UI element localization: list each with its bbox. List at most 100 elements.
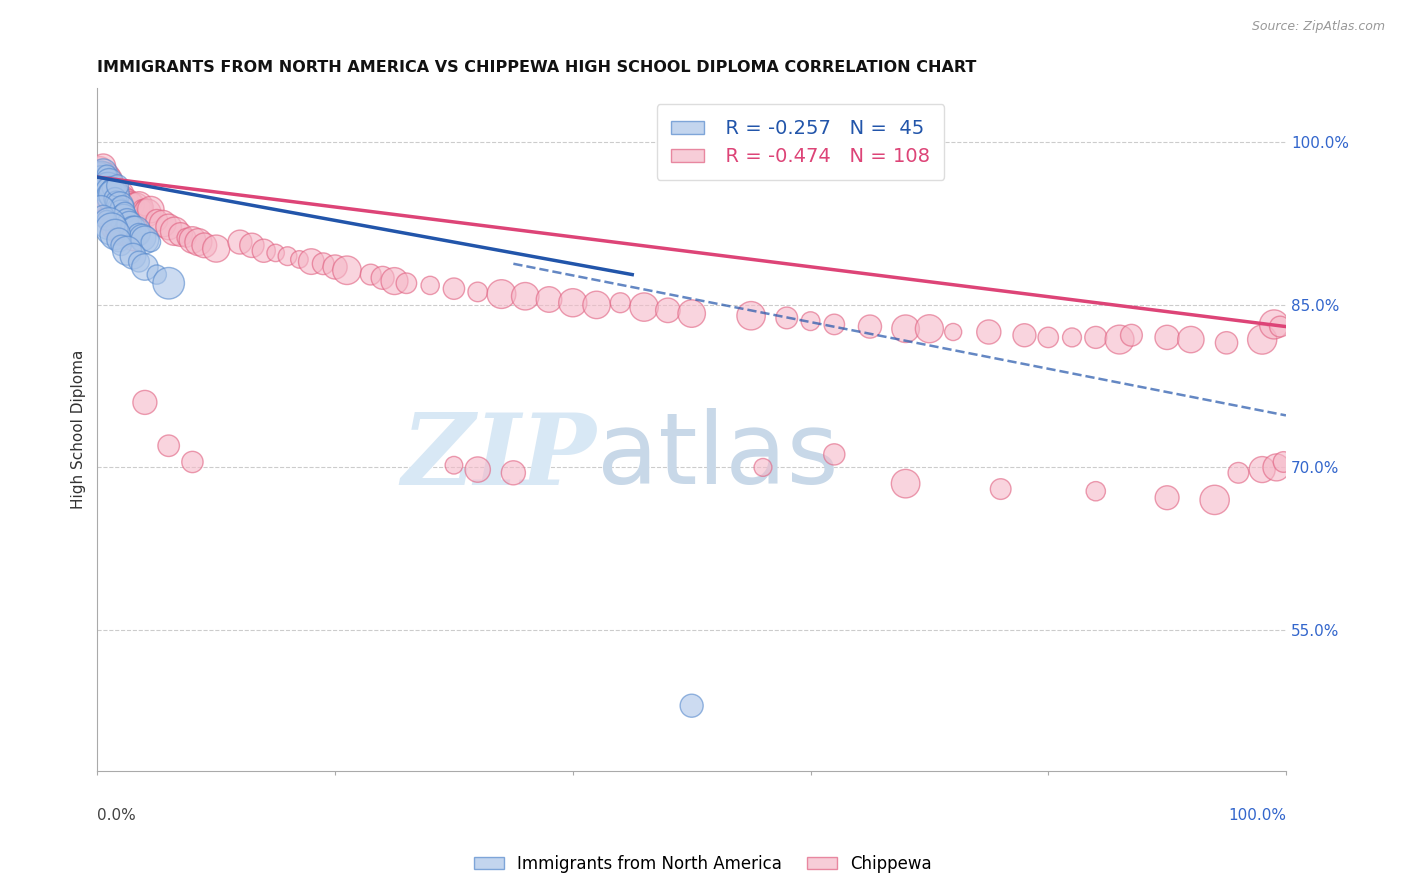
Point	[90, 202, 112, 217]
Point	[1084, 330, 1107, 344]
Point	[681, 698, 703, 713]
Point	[1156, 491, 1178, 505]
Point	[97, 181, 120, 195]
Point	[98, 217, 121, 231]
Point	[93, 177, 115, 191]
Point	[107, 184, 129, 198]
Point	[1215, 335, 1237, 350]
Point	[1251, 462, 1274, 476]
Legend: Immigrants from North America, Chippewa: Immigrants from North America, Chippewa	[467, 848, 939, 880]
Point	[395, 277, 418, 291]
Point	[515, 289, 537, 303]
Point	[1121, 328, 1143, 343]
Point	[181, 455, 204, 469]
Point	[97, 173, 120, 187]
Point	[104, 227, 127, 242]
Point	[859, 319, 882, 334]
Point	[139, 202, 162, 217]
Point	[100, 177, 122, 191]
Point	[1014, 328, 1036, 343]
Point	[609, 295, 631, 310]
Point	[101, 178, 124, 193]
Point	[371, 270, 394, 285]
Point	[94, 170, 117, 185]
Point	[111, 201, 134, 215]
Point	[1038, 330, 1060, 344]
Point	[139, 235, 162, 249]
Point	[633, 300, 655, 314]
Point	[776, 310, 799, 325]
Point	[134, 395, 156, 409]
Point	[491, 287, 513, 301]
Point	[107, 202, 129, 217]
Point	[124, 201, 146, 215]
Point	[360, 268, 382, 282]
Point	[105, 194, 128, 209]
Point	[146, 213, 169, 227]
Point	[96, 177, 118, 191]
Point	[89, 168, 111, 182]
Point	[90, 201, 112, 215]
Point	[100, 217, 122, 231]
Point	[93, 173, 115, 187]
Point	[1263, 318, 1285, 332]
Point	[104, 219, 127, 234]
Point	[117, 192, 139, 206]
Point	[918, 322, 941, 336]
Point	[94, 178, 117, 193]
Point	[98, 176, 121, 190]
Point	[799, 314, 821, 328]
Point	[128, 254, 150, 268]
Point	[1204, 492, 1226, 507]
Point	[740, 309, 762, 323]
Point	[561, 295, 583, 310]
Point	[112, 211, 135, 226]
Point	[1180, 333, 1202, 347]
Point	[467, 462, 489, 476]
Point	[91, 170, 114, 185]
Point	[110, 238, 132, 252]
Point	[104, 192, 127, 206]
Text: Source: ZipAtlas.com: Source: ZipAtlas.com	[1251, 20, 1385, 33]
Point	[1251, 333, 1274, 347]
Point	[91, 206, 114, 220]
Point	[323, 260, 346, 274]
Point	[205, 242, 228, 256]
Point	[443, 458, 465, 473]
Point	[229, 235, 252, 249]
Text: 100.0%: 100.0%	[1227, 808, 1286, 823]
Point	[336, 263, 359, 277]
Point	[103, 184, 125, 198]
Point	[264, 246, 287, 260]
Point	[467, 285, 489, 299]
Point	[1268, 319, 1291, 334]
Point	[942, 325, 965, 339]
Point	[90, 166, 112, 180]
Point	[157, 277, 180, 291]
Point	[1227, 466, 1250, 480]
Point	[1272, 455, 1295, 469]
Point	[585, 298, 607, 312]
Y-axis label: High School Diploma: High School Diploma	[72, 350, 86, 509]
Point	[176, 231, 198, 245]
Point	[115, 244, 138, 258]
Point	[100, 181, 122, 195]
Point	[101, 189, 124, 203]
Point	[105, 187, 128, 202]
Point	[299, 254, 322, 268]
Point	[187, 235, 209, 249]
Point	[312, 257, 335, 271]
Point	[288, 252, 311, 267]
Point	[894, 322, 917, 336]
Point	[193, 238, 215, 252]
Point	[443, 282, 465, 296]
Point	[108, 187, 131, 202]
Point	[115, 194, 138, 209]
Point	[240, 238, 263, 252]
Point	[120, 198, 142, 212]
Point	[91, 173, 114, 187]
Point	[114, 206, 136, 220]
Point	[181, 233, 204, 247]
Point	[128, 198, 150, 212]
Point	[1060, 330, 1083, 344]
